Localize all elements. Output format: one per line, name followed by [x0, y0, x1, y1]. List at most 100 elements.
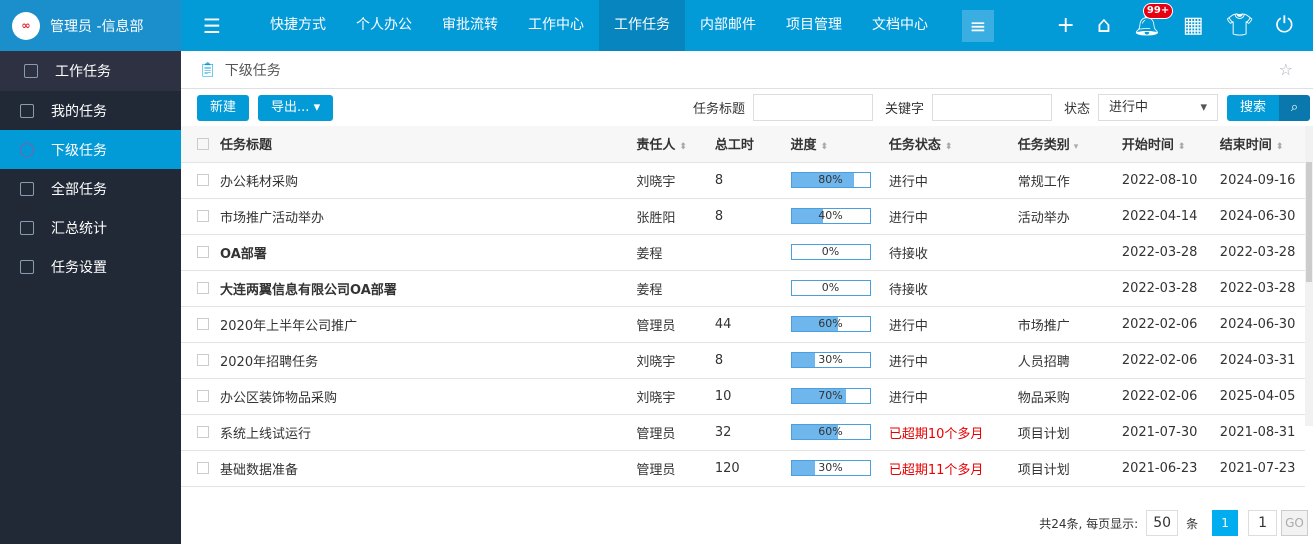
column-header[interactable]: 责任人 ⬍ [636, 126, 715, 163]
power-icon[interactable]: ⏻ [1275, 13, 1293, 38]
table-row[interactable]: 2020年上半年公司推广 管理员 44 60% 进行中 市场推广 2022-02… [181, 306, 1305, 343]
nav-tab[interactable]: 快捷方式 [270, 17, 326, 33]
keyword-input[interactable] [931, 94, 1052, 121]
sidebar: ∞ 管理员 -信息部 工作任务 我的任务 下级任务 全部任务 汇总统计 任务设置 [0, 0, 181, 544]
table-row[interactable]: 办公区装饰物品采购 刘晓宇 10 70% 进行中 物品采购 2022-02-06… [181, 378, 1305, 415]
column-header[interactable]: 总工时 [714, 126, 791, 163]
sort-icon: ⬍ [820, 142, 829, 153]
table-row[interactable]: 2020年招聘任务 刘晓宇 8 30% 进行中 人员招聘 2022-02-06 … [181, 342, 1305, 379]
table-row[interactable]: 基础数据准备 管理员 120 30% 已超期11个多月 项目计划 2021-06… [181, 450, 1305, 487]
task-title[interactable]: 市场推广活动举办 [220, 198, 637, 235]
skin-icon[interactable]: 👕︎ [1225, 13, 1254, 38]
select-all-checkbox[interactable] [197, 137, 209, 150]
task-title[interactable]: 办公耗材采购 [220, 162, 637, 199]
row-checkbox[interactable] [197, 246, 209, 258]
start-date: 2022-02-06 [1121, 378, 1220, 415]
column-header[interactable]: 结束时间 ⬍ [1219, 126, 1305, 163]
row-checkbox[interactable] [197, 462, 209, 474]
hours: 120 [714, 450, 791, 487]
task-status: 已超期11个多月 [888, 450, 1018, 487]
progress-label: 70% [818, 389, 843, 402]
sidebar-item[interactable]: 汇总统计 [0, 208, 181, 247]
column-label: 任务类别 [1017, 138, 1070, 154]
column-header[interactable]: 进度 ⬍ [790, 126, 889, 163]
row-checkbox[interactable] [197, 390, 209, 402]
table-row[interactable]: 大连两翼信息有限公司OA部署 姜程 0% 待接收 2022-03-28 2022… [181, 270, 1305, 307]
task-title[interactable]: 2020年上半年公司推广 [220, 306, 637, 343]
progress-bar: 40% [790, 208, 871, 224]
row-checkbox[interactable] [197, 354, 209, 366]
search-button[interactable]: 搜索 [1226, 94, 1279, 121]
column-header[interactable]: 任务类别 ▾ [1017, 126, 1122, 163]
page-size-input[interactable]: 50 [1146, 510, 1179, 536]
end-date: 2024-09-16 [1219, 162, 1305, 199]
bell-icon[interactable]: 🔔︎ 99+ [1133, 3, 1174, 38]
title-input[interactable] [752, 94, 873, 121]
go-button[interactable]: GO [1281, 510, 1308, 536]
hours: 32 [714, 414, 791, 451]
row-checkbox[interactable] [197, 318, 209, 330]
sidebar-item[interactable]: 我的任务 [0, 91, 181, 130]
plus-icon[interactable]: + [1056, 13, 1075, 38]
status-select[interactable]: 进行中 ▾ [1097, 94, 1218, 121]
table-row[interactable]: 系统上线试运行 管理员 32 60% 已超期10个多月 项目计划 2021-07… [181, 414, 1305, 451]
progress-bar: 60% [790, 316, 871, 332]
keyword-label: 关键字 [884, 102, 924, 117]
category: 常规工作 [1017, 162, 1122, 199]
task-status: 待接收 [888, 234, 1018, 271]
task-title[interactable]: 系统上线试运行 [220, 414, 637, 451]
sidebar-header[interactable]: 工作任务 [0, 51, 181, 91]
row-checkbox[interactable] [197, 174, 209, 186]
page-1-button[interactable]: 1 [1212, 510, 1239, 536]
apps-icon[interactable]: ▦ [1182, 13, 1204, 38]
category [1017, 270, 1122, 307]
row-checkbox[interactable] [197, 282, 209, 294]
column-label: 总工时 [714, 138, 754, 154]
nav-tab[interactable]: 项目管理 [786, 17, 842, 33]
owner: 姜程 [636, 270, 715, 307]
nav-tab[interactable]: 工作任务 [599, 0, 685, 51]
search-icon[interactable]: ⌕ [1279, 94, 1310, 121]
table-row[interactable]: 市场推广活动举办 张胜阳 8 40% 进行中 活动举办 2022-04-14 2… [181, 198, 1305, 235]
nav-tab[interactable]: 审批流转 [442, 17, 498, 33]
nav-tab[interactable]: 个人办公 [356, 17, 412, 33]
caret-down-icon: ▾ [313, 99, 321, 115]
end-date: 2021-08-31 [1219, 414, 1305, 451]
nav-tab[interactable]: 文档中心 [872, 17, 928, 33]
sidebar-item[interactable]: 全部任务 [0, 169, 181, 208]
task-title[interactable]: 办公区装饰物品采购 [220, 378, 637, 415]
star-icon[interactable]: ☆ [1278, 60, 1293, 79]
column-header[interactable]: 任务状态 ⬍ [888, 126, 1018, 163]
column-header[interactable]: 任务标题 [220, 126, 637, 163]
new-button[interactable]: 新建 [197, 94, 250, 121]
task-title[interactable]: OA部署 [220, 234, 637, 271]
progress-bar: 80% [790, 172, 871, 188]
notification-badge: 99+ [1142, 3, 1174, 19]
column-header[interactable]: 开始时间 ⬍ [1121, 126, 1220, 163]
goto-page-input[interactable]: 1 [1248, 510, 1277, 536]
title-label: 任务标题 [692, 102, 745, 117]
column-label: 开始时间 [1121, 138, 1174, 154]
caret-down-icon: ▾ [1200, 100, 1207, 115]
scrollbar[interactable] [1305, 126, 1313, 426]
row-checkbox[interactable] [197, 426, 209, 438]
sidebar-item[interactable]: 任务设置 [0, 247, 181, 286]
collapse-menu-icon[interactable]: ☰ [203, 13, 221, 38]
nav-tab[interactable]: 内部邮件 [700, 17, 756, 33]
table-row[interactable]: 办公耗材采购 刘晓宇 8 80% 进行中 常规工作 2022-08-10 202… [181, 162, 1305, 199]
menu-item-icon [20, 181, 34, 196]
task-title[interactable]: 大连两翼信息有限公司OA部署 [220, 270, 637, 307]
end-date: 2024-03-31 [1219, 342, 1305, 379]
task-title[interactable]: 基础数据准备 [220, 450, 637, 487]
nav-tab[interactable]: 工作中心 [528, 17, 584, 33]
export-button[interactable]: 导出... ▾ [258, 94, 334, 121]
task-status: 进行中 [888, 342, 1018, 379]
menu-item-icon [20, 220, 34, 235]
sidebar-item[interactable]: 下级任务 [0, 130, 181, 169]
task-title[interactable]: 2020年招聘任务 [220, 342, 637, 379]
row-checkbox[interactable] [197, 210, 209, 222]
table-row[interactable]: OA部署 姜程 0% 待接收 2022-03-28 2022-03-28 [181, 234, 1305, 271]
home-icon[interactable]: ⌂ [1096, 13, 1111, 38]
more-menu-button[interactable]: ≡ [962, 9, 994, 42]
hours: 8 [714, 198, 791, 235]
